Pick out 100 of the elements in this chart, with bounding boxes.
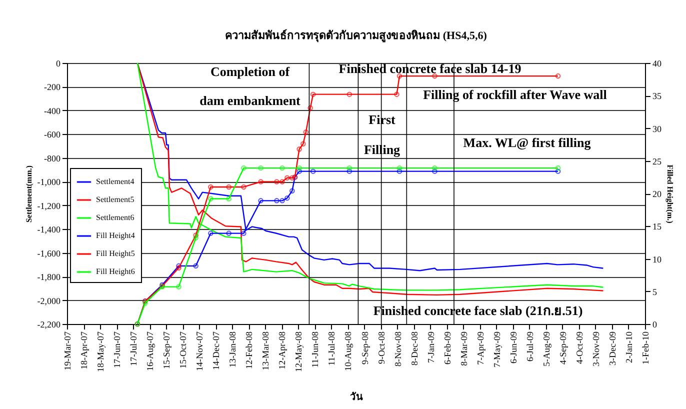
point: [303, 130, 309, 135]
point: [193, 232, 198, 238]
legend-label: Fill Height6: [96, 267, 135, 276]
point: [394, 92, 400, 97]
x-tick-label: 12-Apr-08: [277, 331, 288, 370]
point: [346, 168, 352, 174]
point: [208, 230, 214, 236]
point: [258, 179, 264, 184]
x-tick-label: 17-Jul-07: [128, 331, 139, 366]
y-tick-label: -1,200: [37, 200, 61, 211]
y-tick-label: 0: [56, 58, 61, 68]
point: [432, 168, 438, 174]
x-tick-label: 6-Feb-09: [442, 331, 452, 364]
point: [280, 165, 285, 171]
x-tick-label: 6-Jun-09: [508, 331, 518, 364]
point: [296, 146, 302, 152]
y-tick-label: -600: [44, 130, 61, 140]
x-tick-label: 13-Jan-08: [228, 331, 238, 368]
point: [241, 184, 246, 190]
x-tick-label: 7-Jan-09: [426, 331, 436, 363]
point: [308, 105, 313, 111]
x-tick-label: 5-Aug-09: [541, 331, 552, 366]
x-tick-label: 19-Mar-07: [62, 331, 72, 370]
point: [300, 141, 306, 147]
legend-label: Fill Height5: [96, 249, 135, 258]
x-tick-label: 11-Jun-08: [310, 331, 320, 368]
point: [284, 195, 290, 201]
point: [226, 184, 232, 190]
point: [290, 175, 295, 180]
y2-tick-label: 20: [652, 189, 662, 199]
y2-tick-label: 10: [652, 254, 662, 264]
x-tick-label: 1-Feb-10: [640, 331, 650, 364]
y-tick-label: -400: [44, 106, 61, 116]
point: [241, 165, 246, 171]
y2-tick-label: 15: [652, 222, 662, 232]
point: [284, 175, 290, 180]
point: [396, 168, 402, 174]
x-tick-label: 18-Apr-07: [79, 331, 90, 370]
y-axis-title: Settlement(mm.): [24, 165, 34, 223]
x-axis-title: วัน: [350, 390, 363, 403]
legend-label: Fill Height4: [96, 231, 135, 240]
point: [290, 188, 295, 194]
x-tick-label: 12-Feb-08: [244, 331, 254, 369]
point: [346, 92, 352, 97]
x-tick-label: 9-Sep-08: [360, 331, 370, 364]
x-tick-label: 14-Dec-07: [211, 331, 222, 370]
point: [296, 165, 302, 171]
x-tick-label: 8-Nov-08: [392, 331, 403, 366]
x-tick-label: 7-Apr-09: [475, 331, 486, 365]
point: [258, 198, 264, 204]
x-tick-label: 6-Jul-09: [524, 331, 535, 362]
point: [226, 196, 232, 202]
y-tick-label: -2,200: [37, 320, 61, 330]
x-tick-label: 3-Dec-09: [607, 331, 618, 366]
x-tick-label: 18-May-07: [96, 331, 106, 372]
point: [396, 165, 402, 171]
x-tick-label: 4-Sep-09: [558, 331, 568, 364]
point: [193, 235, 198, 240]
y-tick-label: -1,600: [37, 248, 61, 258]
legend-label: Settlement4: [96, 177, 134, 186]
x-tick-label: 7-May-09: [492, 331, 502, 368]
y2-tick-label: 40: [652, 58, 662, 68]
annotation: dam embankment: [200, 93, 302, 108]
legend-label: Settlement6: [96, 213, 134, 222]
y2-tick-label: 5: [652, 286, 658, 297]
point: [296, 168, 302, 174]
y2-tick-label: 30: [652, 124, 662, 134]
point: [432, 165, 438, 171]
point: [274, 198, 280, 204]
x-tick-label: 15-Sep-07: [162, 331, 172, 369]
point: [193, 263, 198, 269]
x-tick-label: 8-Mar-09: [458, 331, 469, 366]
y-tick-label: -800: [44, 153, 61, 164]
x-tick-label: 4-Oct-09: [574, 331, 584, 364]
y2-tick-label: 35: [652, 91, 662, 102]
x-tick-label: 9-Oct-08: [376, 331, 386, 364]
chart-title: ความสัมพันธ์การทรุดตัวกับความสูงของหินถม (HS4,5,6): [225, 29, 488, 43]
point: [280, 179, 285, 184]
y2-tick-label: 25: [652, 156, 662, 166]
x-tick-label: 13-Mar-08: [260, 331, 271, 370]
point: [208, 184, 214, 190]
point: [310, 168, 316, 174]
x-tick-label: 17-Jun-07: [112, 331, 122, 368]
point: [176, 284, 182, 290]
y2-tick-label: 0: [652, 320, 658, 330]
legend-label: Settlement5: [96, 195, 134, 204]
y-tick-label: -200: [44, 82, 61, 92]
point: [310, 92, 316, 97]
x-tick-label: 16-Aug-07: [145, 331, 156, 371]
point: [258, 165, 264, 171]
point: [274, 179, 280, 184]
x-tick-label: 15-Oct-07: [178, 331, 188, 368]
point: [280, 198, 285, 204]
x-tick-label: 8-Dec-08: [409, 331, 420, 366]
y-tick-label: -2,000: [37, 296, 61, 306]
x-tick-label: 14-Nov-07: [194, 331, 205, 371]
y-tick-label: -1,400: [37, 224, 61, 235]
y-tick-label: -1,800: [37, 272, 61, 282]
x-tick-label: 10-Aug-08: [343, 331, 354, 371]
x-tick-label: 12-May-08: [294, 331, 304, 372]
